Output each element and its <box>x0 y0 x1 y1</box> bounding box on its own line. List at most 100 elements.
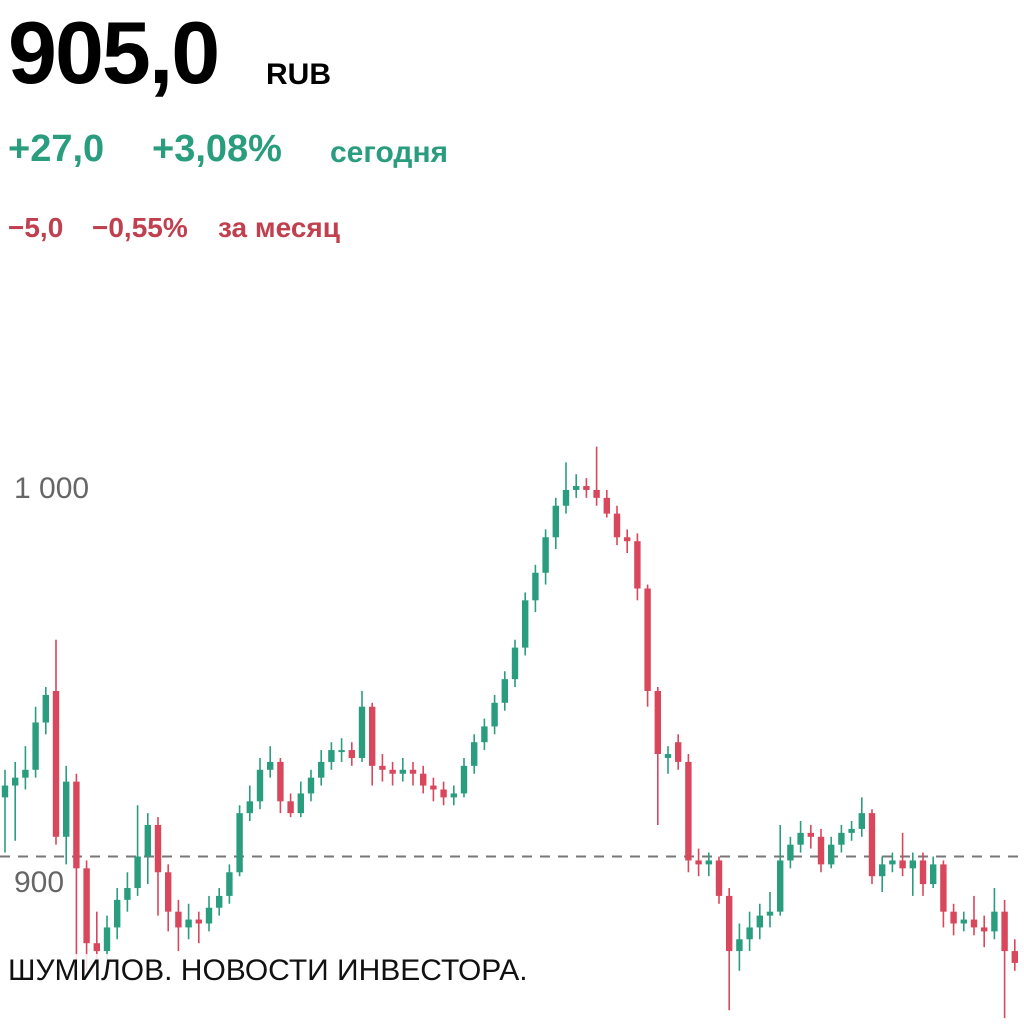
y-tick-label: 900 <box>14 866 64 899</box>
candle-body <box>858 813 865 829</box>
candle-body <box>307 777 315 794</box>
candle-body <box>236 813 243 873</box>
candle-body <box>389 769 396 774</box>
candle-body <box>664 754 672 758</box>
candle-body <box>267 761 274 770</box>
candle-body <box>899 860 906 869</box>
candle-body <box>195 919 202 924</box>
candle-body <box>399 769 406 774</box>
candle-body <box>777 860 784 912</box>
candle-body <box>93 943 100 952</box>
candle-body <box>807 832 814 837</box>
candle-body <box>940 864 947 912</box>
candle-body <box>175 911 182 928</box>
candle-body <box>960 919 967 924</box>
candle-body <box>52 690 60 837</box>
candle-body <box>440 789 447 798</box>
candle-body <box>930 864 937 885</box>
candle-body <box>573 486 580 490</box>
candle-body <box>634 541 641 589</box>
candle-body <box>379 765 386 770</box>
candle-body <box>583 486 590 490</box>
candle-body <box>216 895 223 908</box>
candle-body <box>226 872 233 896</box>
today-percent: +3,08% <box>152 128 282 170</box>
candle-body <box>338 750 345 753</box>
today-label: сегодня <box>330 136 449 169</box>
month-label: за месяц <box>218 212 340 243</box>
candle-body <box>420 773 427 786</box>
candle-body <box>787 844 794 861</box>
candle-body <box>114 899 121 928</box>
candle-body <box>83 868 90 944</box>
candle-body <box>746 927 753 940</box>
candle-body <box>991 911 998 932</box>
candle-body <box>12 777 19 786</box>
candle-body <box>695 860 702 865</box>
candle-body <box>430 785 437 790</box>
candle-body <box>205 907 213 924</box>
candle-body <box>879 864 886 877</box>
candle-body <box>909 860 916 869</box>
candle-body <box>705 860 712 865</box>
candle-body <box>848 828 855 833</box>
candle-body <box>501 679 508 703</box>
candle-body <box>1 785 9 798</box>
candle-body <box>409 769 417 774</box>
candle-body <box>715 860 723 896</box>
candle-body <box>369 706 376 766</box>
candle-body <box>562 489 570 506</box>
candle-body <box>460 765 468 794</box>
candle-body <box>185 919 192 928</box>
candle-body <box>889 860 896 865</box>
candle-body <box>318 761 325 778</box>
candle-body <box>481 726 488 743</box>
candle-body <box>766 911 774 916</box>
candle-body <box>981 927 988 932</box>
candle-body <box>471 742 478 766</box>
candle-body <box>838 832 845 845</box>
currency: RUB <box>266 58 331 91</box>
candle-body <box>970 919 978 928</box>
candle-body <box>1011 951 1018 963</box>
candle-body <box>511 647 519 680</box>
candle-body <box>675 742 682 762</box>
candle-body <box>603 497 610 514</box>
candle-body <box>919 860 927 885</box>
candle-body <box>73 781 80 869</box>
candle-body <box>593 489 600 498</box>
candle-body <box>32 722 39 770</box>
candle-body <box>797 832 804 845</box>
candle-body <box>348 750 355 758</box>
candle-body <box>134 856 141 889</box>
today-change: +27,0 <box>8 128 105 170</box>
candle-body <box>685 761 692 861</box>
candle-body <box>950 911 957 924</box>
candle-body <box>42 694 49 723</box>
candle-body <box>532 572 539 601</box>
candle-body <box>165 872 172 912</box>
candle-body <box>246 801 253 814</box>
candle-body <box>297 793 304 814</box>
candle-body <box>552 505 559 538</box>
candle-body <box>542 537 549 573</box>
month-change: −5,0 <box>8 212 64 243</box>
candle-body <box>868 813 876 877</box>
y-tick-label: 1 000 <box>14 472 89 505</box>
candle-body <box>450 793 457 798</box>
month-percent: −0,55% <box>92 212 188 243</box>
candle-body <box>736 939 743 952</box>
candle-body <box>726 895 733 952</box>
candle-body <box>756 915 763 928</box>
candle-body <box>63 781 70 837</box>
candle-body <box>287 801 294 814</box>
candle-body <box>817 836 825 865</box>
candle-body <box>491 702 498 727</box>
candle-body <box>613 513 621 538</box>
candle-body <box>654 690 661 755</box>
candle-body <box>103 927 111 952</box>
candle-body <box>144 824 151 857</box>
candle-body <box>1001 911 1008 952</box>
